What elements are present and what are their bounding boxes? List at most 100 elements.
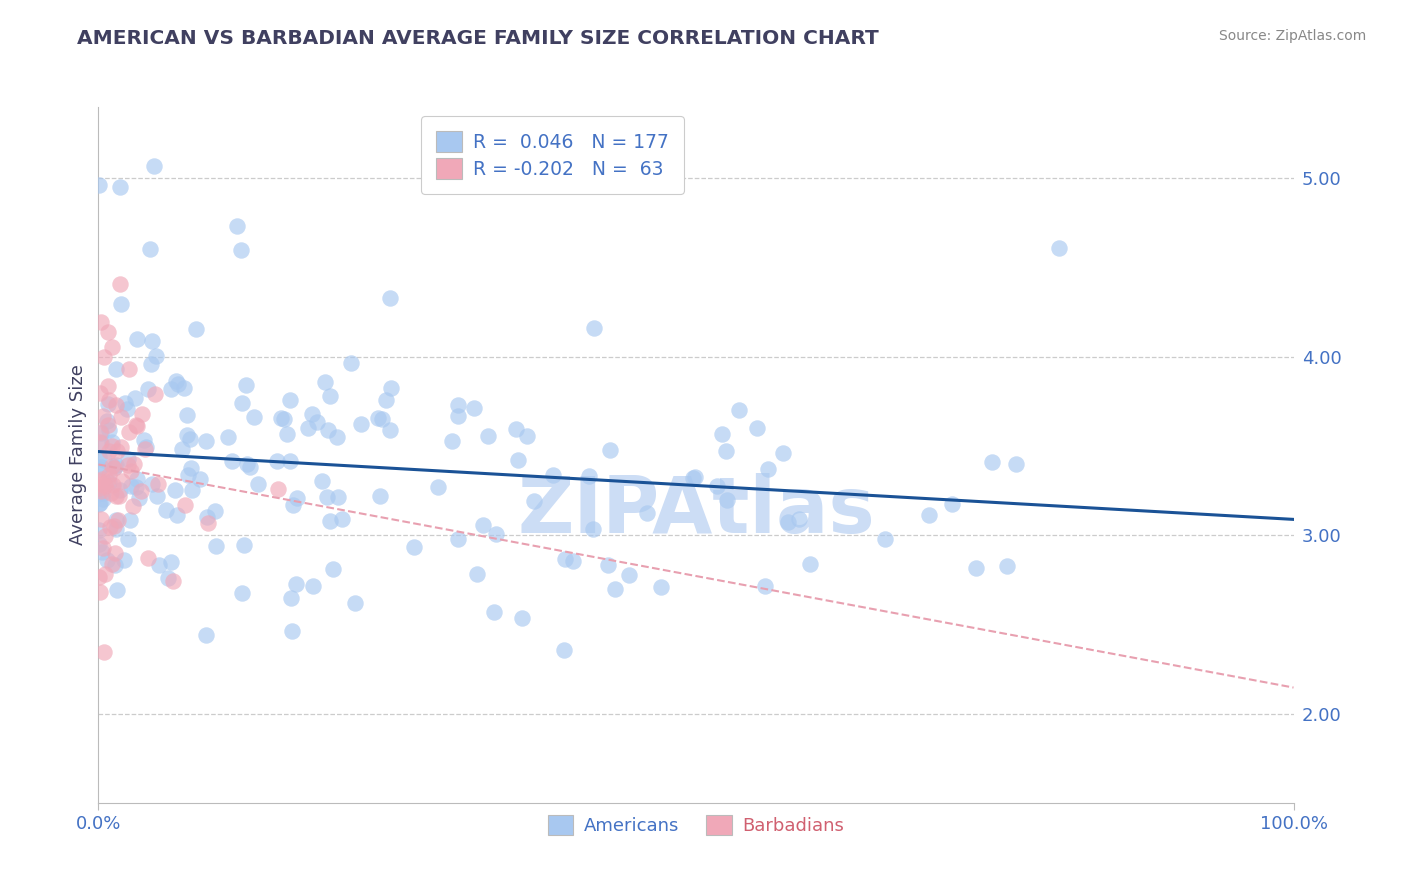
Point — [105, 458, 128, 472]
Point — [90, 425, 112, 440]
Point — [728, 402, 751, 417]
Point — [477, 429, 499, 443]
Point — [965, 561, 987, 575]
Point — [110, 475, 132, 489]
Point — [682, 471, 704, 485]
Point — [110, 440, 132, 454]
Point — [243, 410, 266, 425]
Point — [117, 533, 139, 547]
Point — [995, 559, 1018, 574]
Point — [599, 442, 621, 457]
Point — [104, 522, 127, 536]
Point — [89, 570, 111, 584]
Point — [97, 379, 120, 393]
Point — [204, 504, 226, 518]
Point — [94, 529, 117, 543]
Point — [873, 533, 896, 547]
Text: AMERICAN VS BARBADIAN AVERAGE FAMILY SIZE CORRELATION CHART: AMERICAN VS BARBADIAN AVERAGE FAMILY SIZ… — [77, 29, 879, 47]
Point — [91, 409, 114, 423]
Point — [165, 374, 187, 388]
Point — [318, 514, 340, 528]
Point — [165, 483, 187, 498]
Point — [89, 537, 111, 551]
Point — [89, 496, 111, 510]
Point — [266, 454, 288, 468]
Point — [105, 398, 128, 412]
Point — [97, 325, 120, 339]
Point — [160, 382, 183, 396]
Point — [110, 296, 132, 310]
Point — [273, 412, 295, 426]
Text: Source: ZipAtlas.com: Source: ZipAtlas.com — [1219, 29, 1367, 43]
Point — [93, 453, 115, 467]
Point — [326, 490, 349, 504]
Point — [96, 414, 118, 428]
Point — [484, 605, 506, 619]
Point — [772, 446, 794, 460]
Point — [98, 443, 121, 458]
Point — [90, 315, 112, 329]
Point — [101, 439, 124, 453]
Point — [287, 491, 309, 505]
Point — [125, 479, 148, 493]
Point — [485, 527, 508, 541]
Point — [94, 479, 117, 493]
Point — [118, 362, 141, 376]
Point — [981, 455, 1004, 469]
Point — [91, 545, 114, 559]
Point — [131, 407, 153, 421]
Point — [221, 453, 243, 467]
Point — [108, 180, 131, 194]
Point — [235, 377, 257, 392]
Point — [118, 513, 141, 527]
Point — [96, 474, 118, 488]
Point — [683, 470, 706, 484]
Point — [93, 350, 115, 364]
Text: ZIPAtlas: ZIPAtlas — [517, 473, 875, 549]
Point — [90, 484, 112, 499]
Point — [117, 458, 139, 473]
Point — [716, 492, 738, 507]
Point — [167, 376, 190, 391]
Point — [404, 540, 426, 554]
Point — [1047, 241, 1070, 255]
Point — [506, 453, 529, 467]
Point — [284, 576, 307, 591]
Point — [180, 483, 202, 498]
Point — [510, 610, 533, 624]
Point — [94, 567, 117, 582]
Point — [636, 507, 658, 521]
Point — [322, 562, 344, 576]
Point — [650, 581, 672, 595]
Point — [562, 554, 585, 568]
Point — [155, 502, 177, 516]
Point — [166, 508, 188, 522]
Point — [195, 434, 218, 448]
Point — [132, 433, 155, 447]
Point — [143, 386, 166, 401]
Point — [778, 516, 800, 530]
Point — [87, 462, 110, 476]
Point — [188, 471, 211, 485]
Point — [98, 468, 121, 483]
Point — [617, 567, 640, 582]
Point — [598, 558, 620, 572]
Point — [101, 558, 124, 572]
Point — [98, 393, 121, 408]
Point — [756, 462, 779, 476]
Point — [87, 523, 110, 537]
Point — [156, 571, 179, 585]
Point — [427, 480, 450, 494]
Point — [139, 242, 162, 256]
Point — [603, 176, 626, 190]
Point — [319, 389, 342, 403]
Point — [90, 459, 112, 474]
Point — [128, 491, 150, 505]
Point — [378, 291, 401, 305]
Point — [543, 468, 565, 483]
Point — [125, 417, 148, 432]
Point — [87, 178, 110, 192]
Point — [297, 420, 319, 434]
Point — [194, 628, 217, 642]
Point — [104, 546, 127, 560]
